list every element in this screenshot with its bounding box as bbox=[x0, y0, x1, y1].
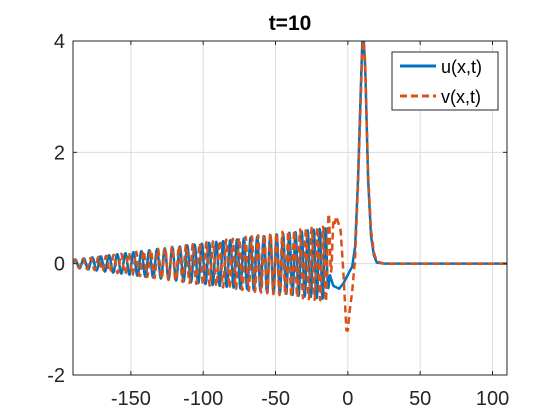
x-tick-label: 50 bbox=[409, 388, 431, 410]
legend-v-label: v(x,t) bbox=[441, 87, 481, 107]
chart-title: t=10 bbox=[269, 12, 312, 35]
x-tick-label: -100 bbox=[183, 388, 223, 410]
y-tick-label: -2 bbox=[47, 365, 65, 387]
y-tick-label: 2 bbox=[54, 142, 65, 164]
tick-marks bbox=[73, 40, 507, 376]
legend-box bbox=[391, 51, 499, 111]
y-tick-label: 4 bbox=[54, 31, 65, 53]
legend: u(x,t) v(x,t) bbox=[391, 51, 499, 111]
x-tick-label: -50 bbox=[261, 388, 290, 410]
series-line-v bbox=[73, 41, 507, 332]
plot-lines bbox=[73, 41, 507, 332]
y-tick-label: 0 bbox=[54, 254, 65, 276]
x-tick-label: 0 bbox=[342, 388, 353, 410]
legend-u-label: u(x,t) bbox=[441, 57, 482, 77]
y-tick-labels: -2 0 2 4 bbox=[47, 31, 65, 387]
x-tick-labels: -150 -100 -50 0 50 100 bbox=[111, 388, 509, 410]
axes-box bbox=[72, 40, 508, 376]
x-tick-label: 100 bbox=[476, 388, 509, 410]
x-tick-label: -150 bbox=[111, 388, 151, 410]
